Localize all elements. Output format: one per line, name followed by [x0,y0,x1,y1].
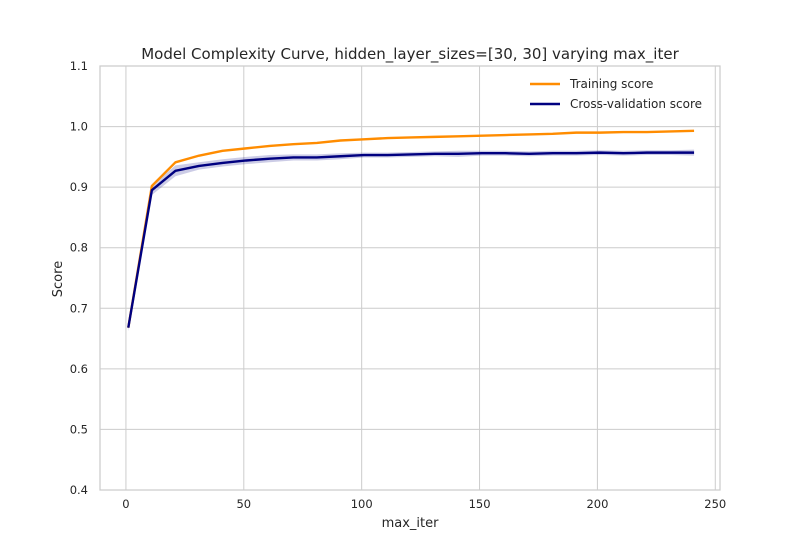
y-tick-label: 1.1 [70,59,88,73]
x-tick-label: 100 [351,497,373,511]
x-tick-label: 150 [469,497,491,511]
series-line-0 [127,129,695,328]
y-tick-label: 0.7 [70,301,88,315]
x-axis-label: max_iter [382,516,440,531]
plot-frame [99,65,721,491]
y-tick-label: 0.5 [70,422,88,436]
x-tick-label: 250 [704,497,726,511]
y-tick-label: 0.4 [70,483,88,497]
chart-title: Model Complexity Curve, hidden_layer_siz… [141,45,679,64]
y-tick-label: 0.6 [70,362,88,376]
x-tick-label: 200 [586,497,608,511]
legend: Training score Cross-validation score [530,77,702,111]
legend-label-0: Training score [569,77,653,91]
y-tick-label: 0.8 [70,241,88,255]
y-tick-label: 0.9 [70,180,88,194]
series-lines [127,129,695,328]
tick-labels: 0 50 100 150 200 250 0.4 0.5 0.6 0.7 0.8 0.9 1.0 1.1 [70,59,727,511]
series-line-1 [127,151,695,328]
x-tick-label: 0 [122,497,129,511]
plot-area [100,66,720,490]
y-axis-label: Score [51,261,66,297]
y-tick-label: 1.0 [70,120,88,134]
x-tick-label: 50 [236,497,251,511]
legend-label-1: Cross-validation score [570,97,702,111]
